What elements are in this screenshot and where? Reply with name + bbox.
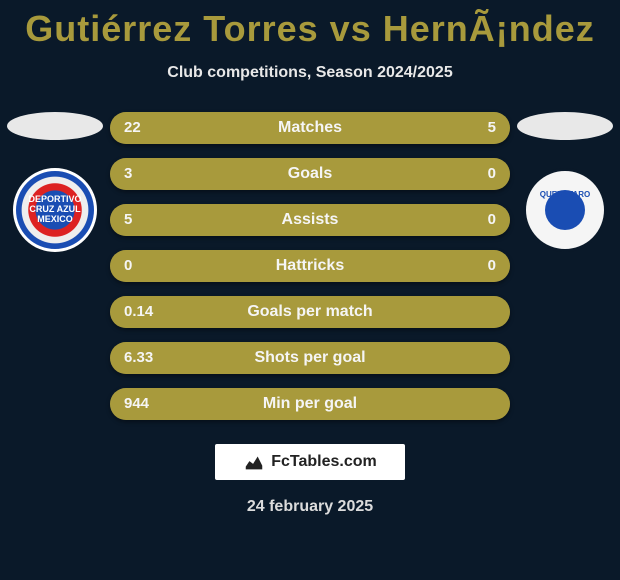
stat-label: Shots per goal [110,342,510,374]
stats-area: DEPORTIVO CRUZ AZUL MEXICO QUERETARO 225… [0,112,620,432]
stat-row: 30Goals [110,158,510,190]
stat-row: 944Min per goal [110,388,510,420]
player1-name: Gutiérrez Torres [25,8,318,49]
watermark: FcTables.com [215,444,405,480]
chart-icon [243,451,265,473]
stat-row: 50Assists [110,204,510,236]
stat-label: Goals per match [110,296,510,328]
club-badge-right: QUERETARO [523,168,607,252]
comparison-title: Gutiérrez Torres vs HernÃ¡ndez [0,0,620,50]
player-right-slot: QUERETARO [515,112,615,252]
watermark-text: FcTables.com [271,453,377,471]
stat-label: Assists [110,204,510,236]
date-text: 24 february 2025 [0,498,620,516]
player-left-photo [7,112,103,140]
stat-bars: 225Matches 30Goals 50Assists 00Hattricks 0.1… [110,112,510,434]
stat-row: 225Matches [110,112,510,144]
club-badge-right-text: QUERETARO [540,191,591,200]
stat-label: Goals [110,158,510,190]
vs-text: vs [330,8,372,49]
player2-name: HernÃ¡ndez [383,8,595,49]
stat-row: 00Hattricks [110,250,510,282]
stat-row: 0.14Goals per match [110,296,510,328]
stat-label: Hattricks [110,250,510,282]
club-badge-left: DEPORTIVO CRUZ AZUL MEXICO [13,168,97,252]
player-right-photo [517,112,613,140]
stat-label: Matches [110,112,510,144]
club-badge-left-text: DEPORTIVO CRUZ AZUL MEXICO [16,195,94,225]
player-left-slot: DEPORTIVO CRUZ AZUL MEXICO [5,112,105,252]
stat-label: Min per goal [110,388,510,420]
stat-row: 6.33Shots per goal [110,342,510,374]
subtitle: Club competitions, Season 2024/2025 [0,64,620,82]
